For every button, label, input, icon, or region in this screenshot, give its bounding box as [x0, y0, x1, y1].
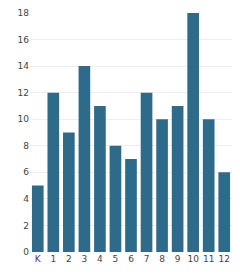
svg-text:8: 8 [23, 141, 29, 151]
svg-text:9: 9 [175, 254, 181, 264]
svg-text:14: 14 [18, 61, 30, 71]
svg-text:K: K [35, 254, 42, 264]
svg-text:0: 0 [23, 247, 29, 257]
svg-text:16: 16 [18, 35, 30, 45]
svg-text:11: 11 [203, 254, 214, 264]
svg-text:7: 7 [144, 254, 150, 264]
svg-text:2: 2 [66, 254, 72, 264]
svg-text:6: 6 [128, 254, 134, 264]
svg-text:4: 4 [97, 254, 103, 264]
svg-text:6: 6 [23, 167, 29, 177]
svg-text:10: 10 [187, 254, 199, 264]
svg-text:18: 18 [18, 8, 30, 18]
svg-text:4: 4 [23, 194, 29, 204]
svg-text:12: 12 [18, 88, 29, 98]
svg-text:8: 8 [159, 254, 165, 264]
svg-text:5: 5 [113, 254, 119, 264]
svg-text:10: 10 [18, 114, 30, 124]
svg-text:2: 2 [23, 221, 29, 231]
svg-text:3: 3 [82, 254, 88, 264]
svg-text:1: 1 [50, 254, 56, 264]
svg-text:12: 12 [219, 254, 230, 264]
